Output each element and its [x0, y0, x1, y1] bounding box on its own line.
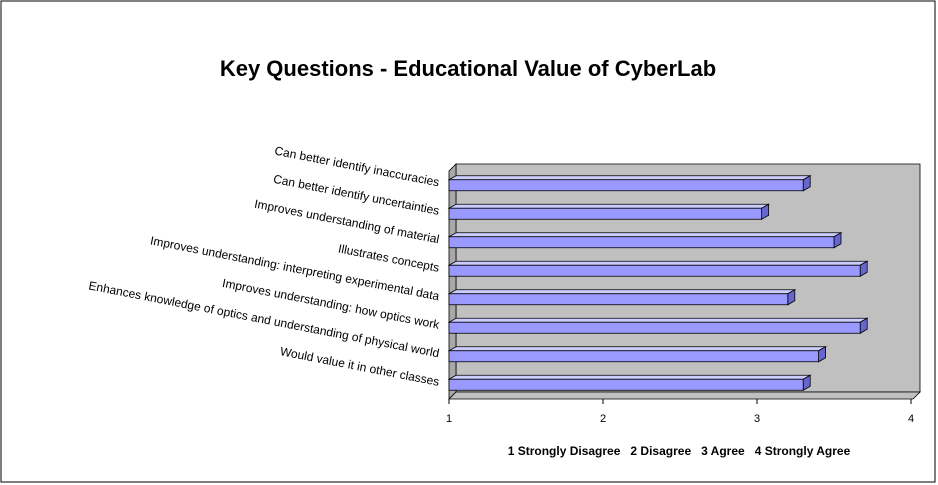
bar: [448, 350, 820, 363]
x-tick-label: 2: [600, 413, 606, 425]
x-tick-label: 1: [446, 413, 452, 425]
bar-top: [447, 374, 812, 380]
chart-title: Key Questions - Educational Value of Cyb…: [220, 56, 716, 81]
bar-top: [447, 175, 812, 181]
x-axis-title: 1 Strongly Disagree 2 Disagree 3 Agree 4…: [508, 444, 851, 458]
floor: [448, 391, 921, 400]
x-tick-label: 4: [908, 413, 914, 425]
bar-top: [447, 232, 843, 238]
bar-top: [447, 203, 771, 209]
x-tick-label: 3: [754, 413, 760, 425]
side-wall: [448, 163, 457, 400]
bar: [448, 236, 835, 249]
bar: [448, 378, 804, 391]
bar-top: [447, 289, 797, 295]
bar: [448, 179, 804, 192]
bar-top: [447, 346, 828, 352]
bar: [448, 207, 763, 220]
bar: [448, 293, 789, 306]
bar: [448, 264, 861, 277]
bar: [448, 321, 861, 334]
bar-top: [447, 317, 869, 323]
bar-top: [447, 260, 869, 266]
